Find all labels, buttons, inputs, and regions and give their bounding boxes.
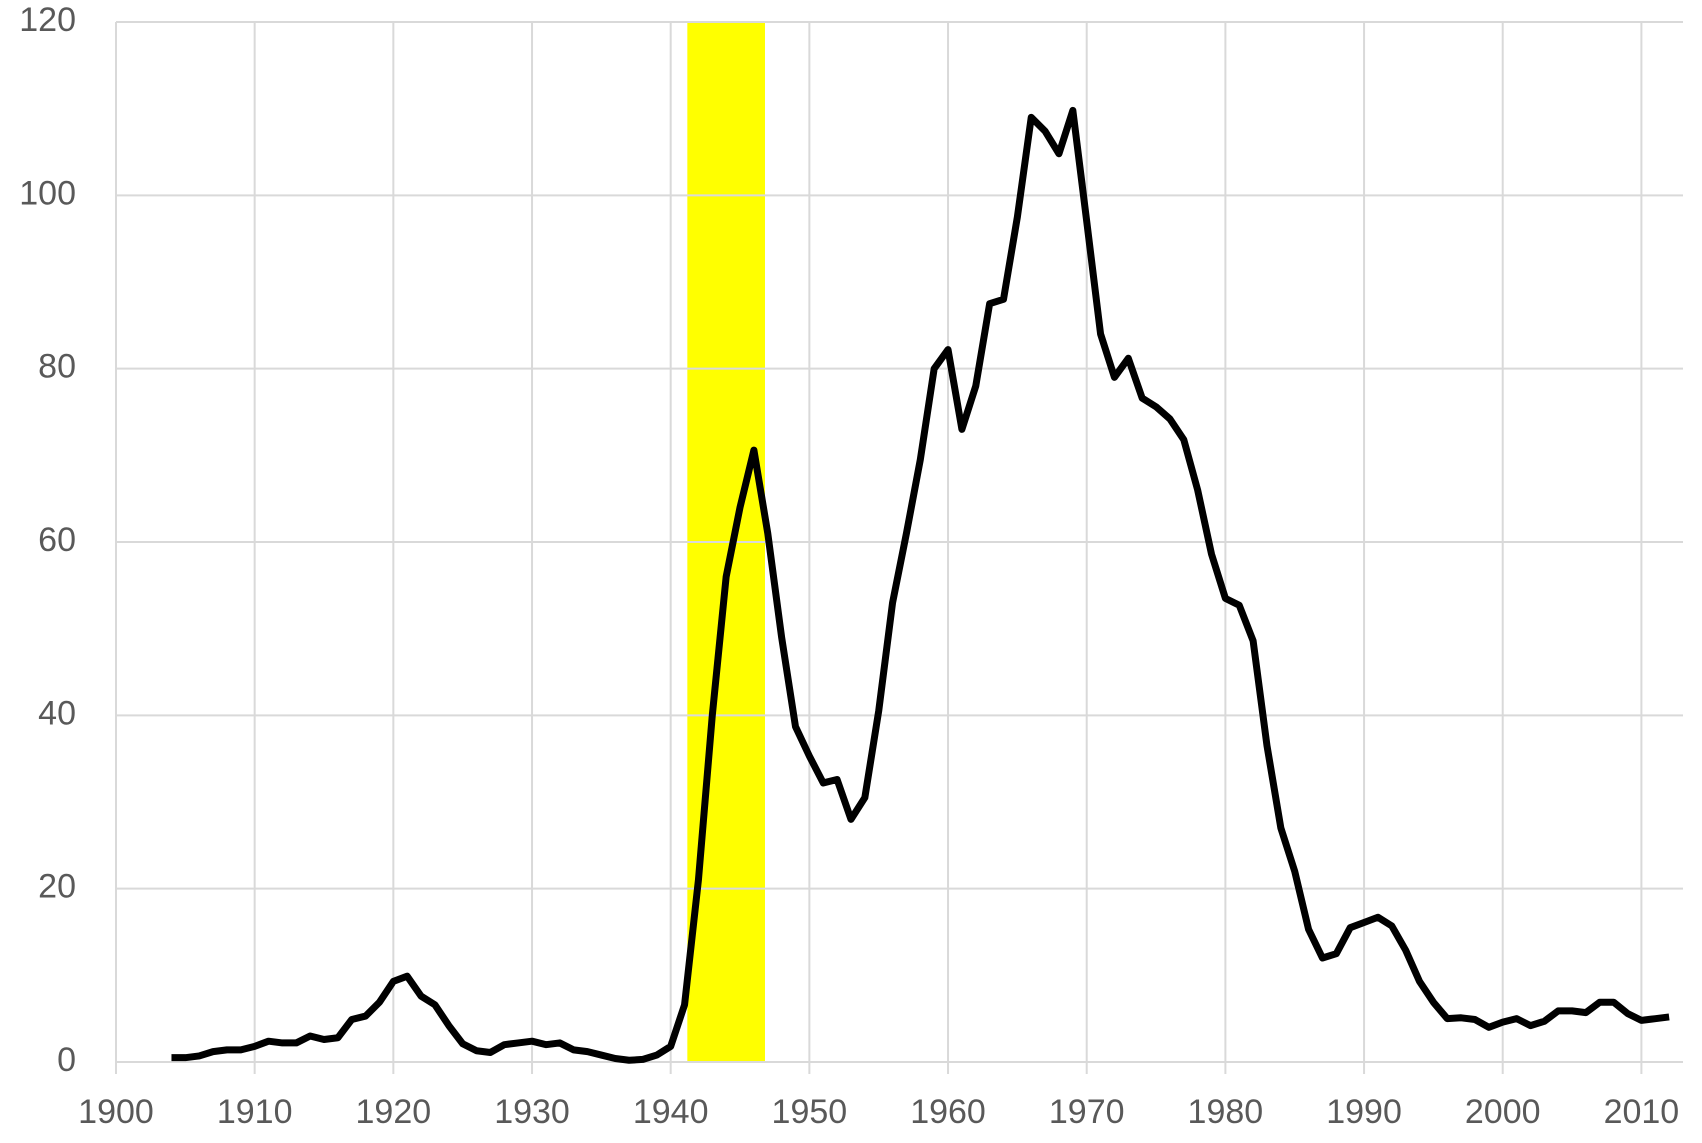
x-tick-label: 1900	[78, 1093, 154, 1131]
x-tick-label: 1940	[633, 1093, 709, 1131]
y-tick-label: 60	[38, 521, 76, 559]
x-tick-label: 2000	[1465, 1093, 1541, 1131]
x-tick-label: 1980	[1188, 1093, 1264, 1131]
x-tick-label: 1950	[772, 1093, 848, 1131]
y-tick-label: 0	[57, 1041, 76, 1079]
x-tick-label: 2010	[1604, 1093, 1680, 1131]
x-tick-label: 1960	[910, 1093, 986, 1131]
y-tick-label: 80	[38, 348, 76, 386]
x-tick-label: 1930	[494, 1093, 570, 1131]
x-tick-label: 1990	[1326, 1093, 1402, 1131]
y-tick-label: 100	[19, 174, 76, 212]
x-tick-label: 1920	[356, 1093, 432, 1131]
x-tick-label: 1970	[1049, 1093, 1125, 1131]
x-tick-label: 1910	[217, 1093, 293, 1131]
y-tick-label: 20	[38, 868, 76, 906]
y-tick-label: 40	[38, 694, 76, 732]
data-line	[171, 106, 1670, 1064]
y-tick-label: 120	[19, 1, 76, 39]
